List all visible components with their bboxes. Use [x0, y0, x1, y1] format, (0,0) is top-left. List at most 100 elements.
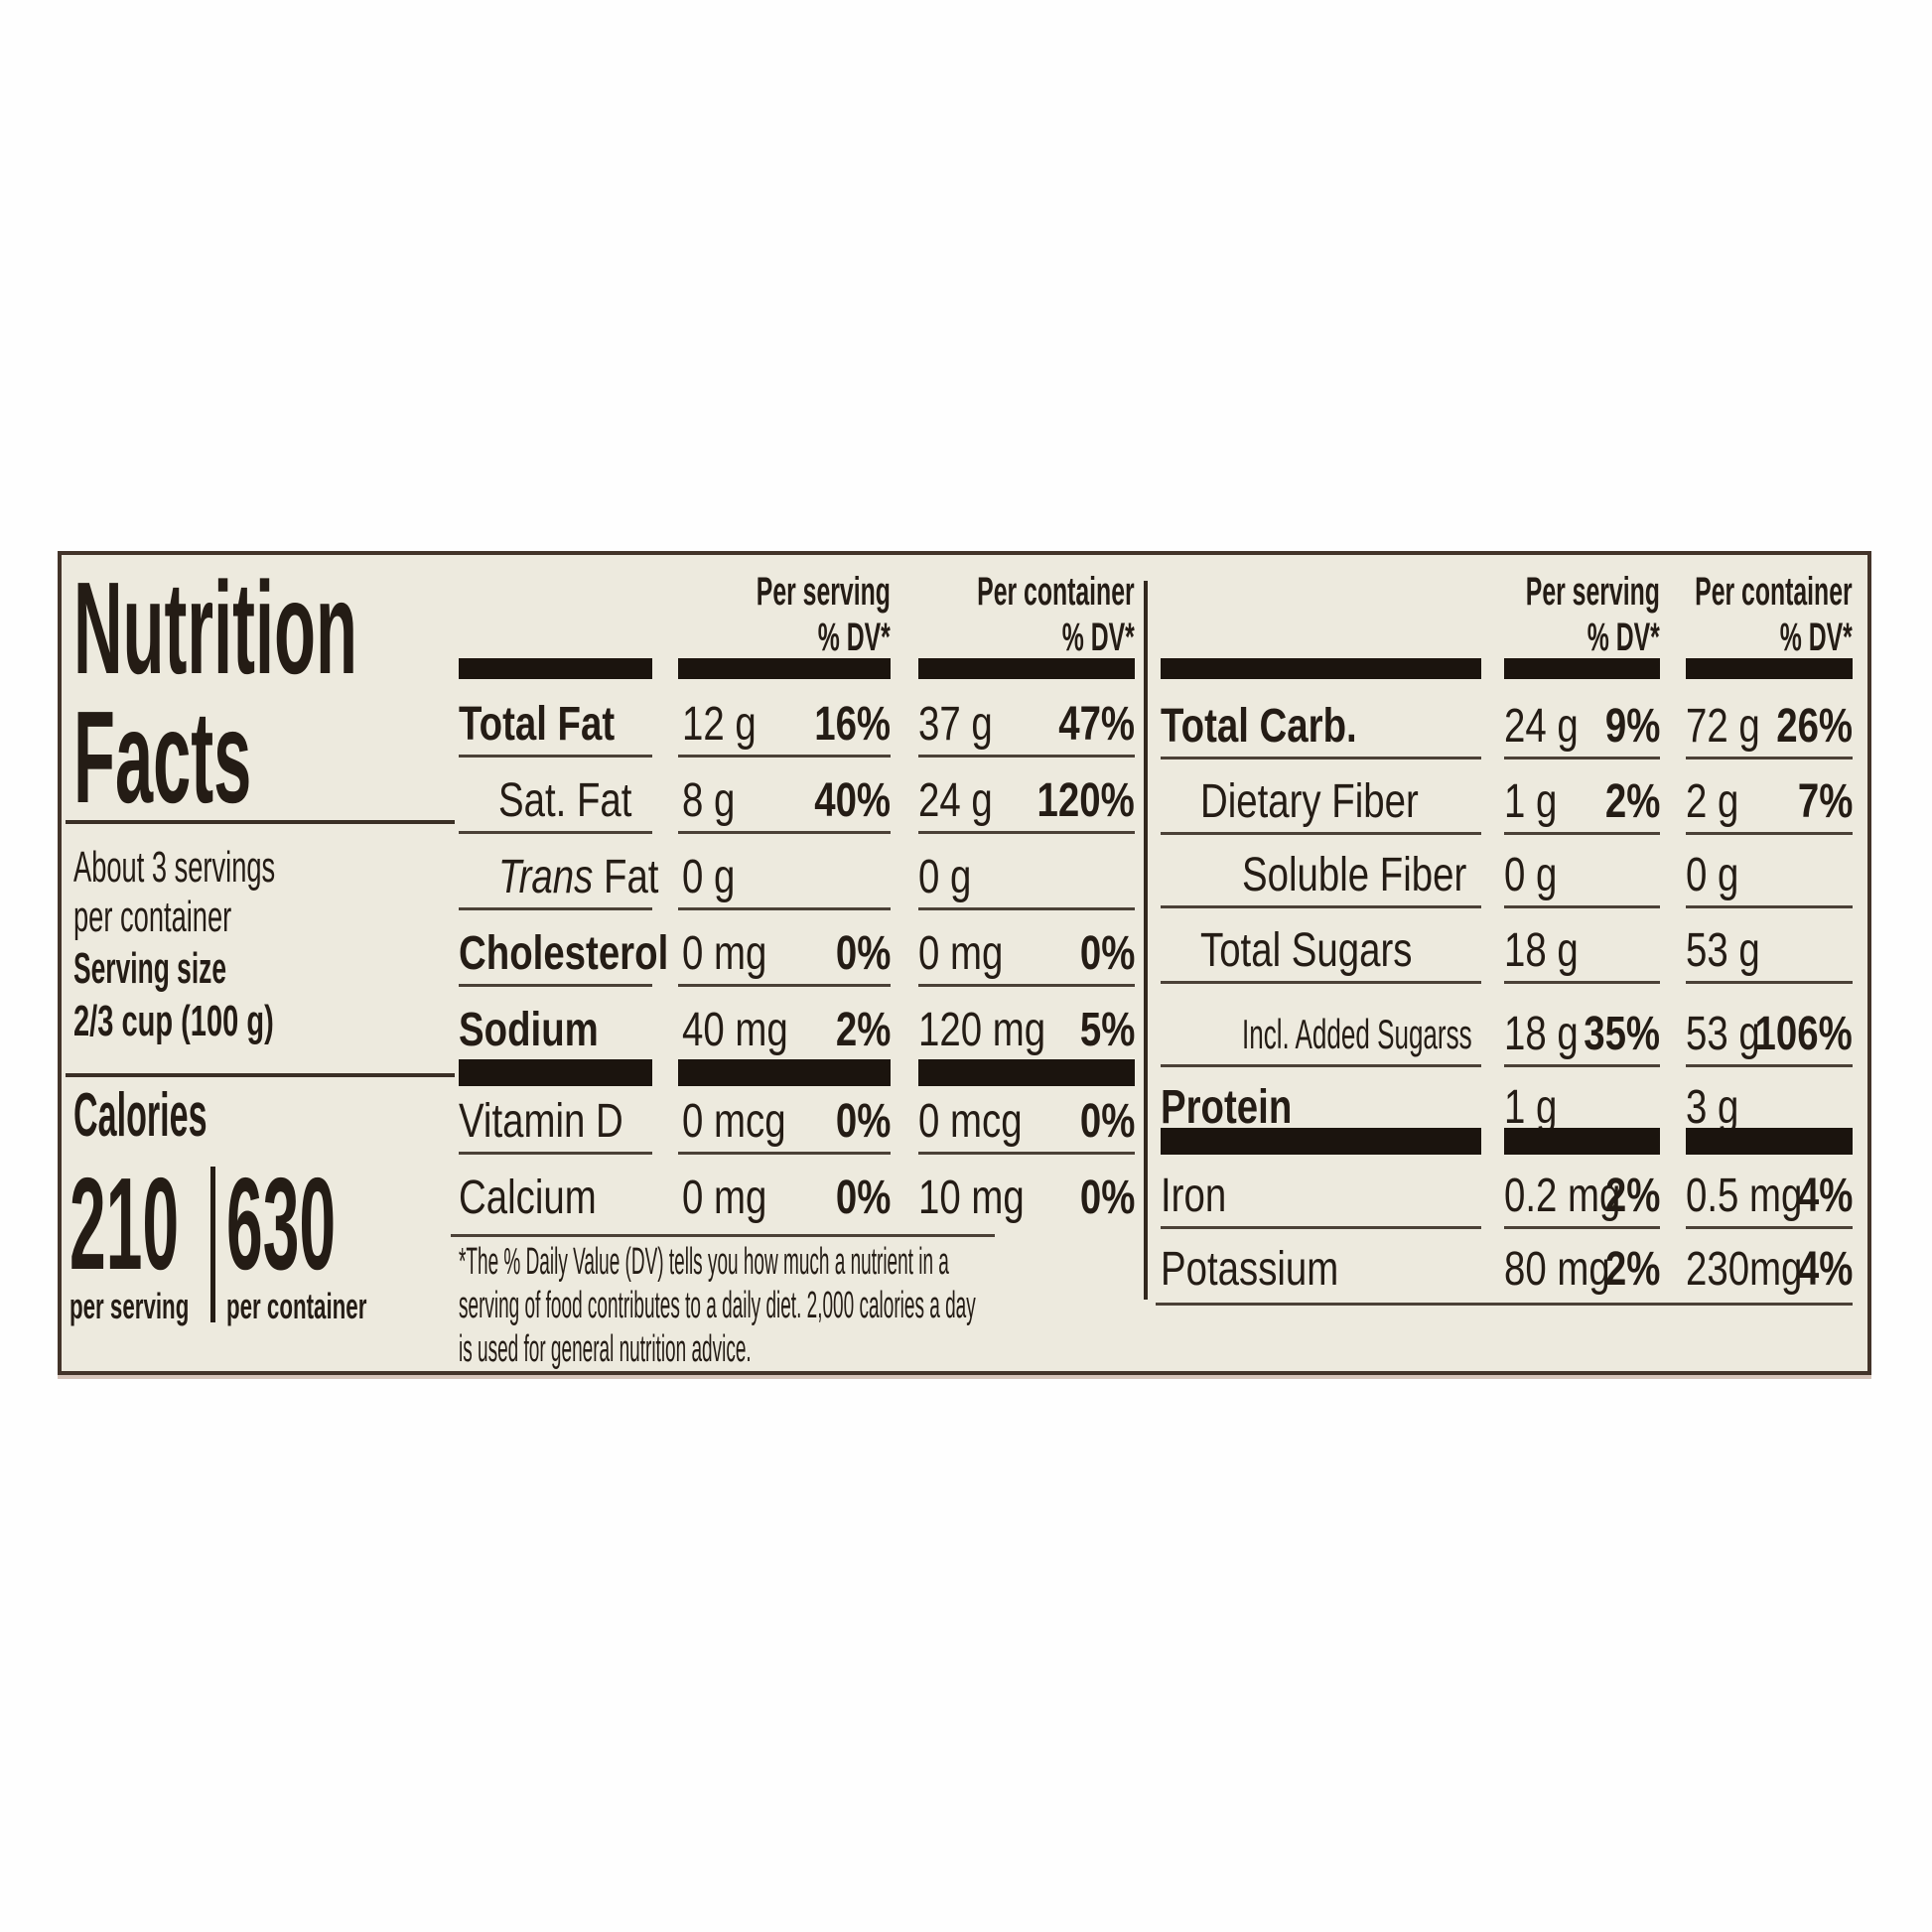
nutrient-name: Vitamin D: [459, 1095, 623, 1148]
nutrient-row-vitamin-d: Vitamin D 0 mcg 0% 0 mcg 0%: [459, 1093, 1135, 1155]
divider: [66, 1073, 455, 1077]
nutrient-name: Trans Fat: [498, 851, 659, 903]
serving-dv: 35%: [1584, 1008, 1660, 1060]
row-underline: [459, 984, 652, 987]
container-dv: 4%: [1797, 1243, 1854, 1296]
section-bar: [1686, 1128, 1853, 1155]
serving-amount: 0 mcg: [682, 1095, 786, 1148]
nutrient-name: Dietary Fiber: [1200, 775, 1419, 828]
nutrient-row-iron: Iron 0.2 mg 2% 0.5 mg 4%: [1161, 1168, 1853, 1229]
container-amount: 120 mg: [918, 1004, 1046, 1056]
serving-amount: 0 g: [1504, 849, 1558, 901]
container-dv: 5%: [1079, 1004, 1136, 1056]
per-container-caption: per container: [226, 1286, 367, 1326]
per-serving-caption: per serving: [69, 1286, 190, 1326]
row-underline: [678, 907, 891, 910]
nutrient-name: Sodium: [459, 1004, 599, 1056]
serving-amount: 0 mg: [682, 1172, 767, 1224]
row-underline: [1161, 905, 1481, 908]
row-underline: [1161, 832, 1481, 835]
row-underline: [1161, 757, 1481, 759]
row-underline: [459, 907, 652, 910]
nutrient-row-protein: Protein 1 g 3 g: [1161, 1079, 1853, 1141]
calories-divider: [210, 1167, 215, 1322]
container-dv: 0%: [1079, 1172, 1136, 1224]
nutrient-row-calcium: Calcium 0 mg 0% 10 mg 0%: [459, 1170, 1135, 1231]
serving-dv: 2%: [835, 1004, 892, 1056]
row-underline: [918, 1152, 1135, 1155]
container-dv: 0%: [1079, 1095, 1136, 1148]
container-amount: 230mg: [1686, 1243, 1803, 1296]
header-bar: [459, 658, 652, 679]
nutrient-row-potassium: Potassium 80 mg 2% 230mg 4%: [1161, 1241, 1853, 1303]
container-dv: 7%: [1797, 775, 1854, 828]
footnote-divider: [451, 1234, 995, 1237]
nutrient-name: Calcium: [459, 1172, 597, 1224]
row-underline: [918, 907, 1135, 910]
serving-amount: 12 g: [682, 698, 757, 751]
serving-amount: 18 g: [1504, 1008, 1579, 1060]
serving-amount: 1 g: [1504, 775, 1558, 828]
row-underline: [1161, 981, 1481, 984]
row-underline: [918, 831, 1135, 834]
serving-dv: 2%: [1604, 1170, 1661, 1222]
serving-dv: 2%: [1604, 775, 1661, 828]
serving-dv: 40%: [814, 774, 891, 827]
serving-amount: 40 mg: [682, 1004, 788, 1056]
serving-amount: 1 g: [1504, 1081, 1558, 1134]
serving-dv: 0%: [835, 1172, 892, 1224]
calories-per-container-value: 630: [226, 1151, 337, 1297]
serving-amount: 0 mg: [682, 927, 767, 980]
serving-dv: 2%: [1604, 1243, 1661, 1296]
servings-per-container-line1: About 3 servings: [73, 843, 276, 892]
container-amount: 0.5 mg: [1686, 1170, 1803, 1222]
potassium-underline: [1156, 1303, 1853, 1306]
container-dv: 26%: [1776, 700, 1853, 753]
container-amount: 53 g: [1686, 924, 1760, 977]
row-underline: [918, 755, 1135, 758]
label-title-line2: Facts: [73, 692, 416, 823]
header-bar: [1686, 658, 1853, 679]
nutrient-row-total-fat: Total Fat 12 g 16% 37 g 47%: [459, 696, 1135, 758]
center-divider: [1144, 581, 1148, 1300]
nutrient-row-soluble-fiber: Soluble Fiber 0 g 0 g: [1161, 847, 1853, 908]
title-text: Facts: [73, 684, 252, 830]
nutrient-name: Protein: [1161, 1081, 1293, 1134]
row-underline: [1504, 757, 1660, 759]
nutrient-name: Iron: [1161, 1170, 1227, 1222]
row-underline: [1686, 757, 1853, 759]
nutrient-name: Total Sugars: [1200, 924, 1413, 977]
serving-amount: 0.2 mg: [1504, 1170, 1621, 1222]
row-underline: [1161, 1226, 1481, 1229]
row-underline: [1504, 981, 1660, 984]
nutrient-row-sodium: Sodium 40 mg 2% 120 mg 5%: [459, 1002, 1135, 1063]
serving-dv: 9%: [1604, 700, 1661, 753]
nutrient-name: Potassium: [1161, 1243, 1339, 1296]
container-amount: 10 mg: [918, 1172, 1025, 1224]
container-amount: 37 g: [918, 698, 993, 751]
row-underline: [918, 984, 1135, 987]
serving-dv: 0%: [835, 927, 892, 980]
row-underline: [1504, 832, 1660, 835]
section-bar: [1161, 1128, 1481, 1155]
serving-dv: 16%: [814, 698, 891, 751]
row-underline: [1686, 981, 1853, 984]
nutrition-facts-label: Nutrition Facts About 3 servings per con…: [58, 551, 1871, 1375]
serving-amount: 18 g: [1504, 924, 1579, 977]
calories-label: Calories: [73, 1081, 207, 1150]
container-dv: 4%: [1797, 1170, 1854, 1222]
row-underline: [1504, 1064, 1660, 1067]
nutrient-name: Cholesterol: [459, 927, 669, 980]
header-bar: [1504, 658, 1660, 679]
nutrient-row-added-sugars: Incl. Added Sugarss 18 g 35% 53 g 106%: [1161, 1006, 1853, 1067]
section-bar: [459, 1059, 652, 1086]
daily-value-footnote: *The % Daily Value (DV) tells you how mu…: [459, 1241, 976, 1370]
title-text: Nutrition: [73, 555, 357, 701]
row-underline: [1686, 1064, 1853, 1067]
nutrient-name: Soluble Fiber: [1242, 849, 1467, 901]
row-underline: [1161, 1064, 1481, 1067]
container-amount: 72 g: [1686, 700, 1760, 753]
section-bar: [918, 1059, 1135, 1086]
container-amount: 0 mg: [918, 927, 1004, 980]
